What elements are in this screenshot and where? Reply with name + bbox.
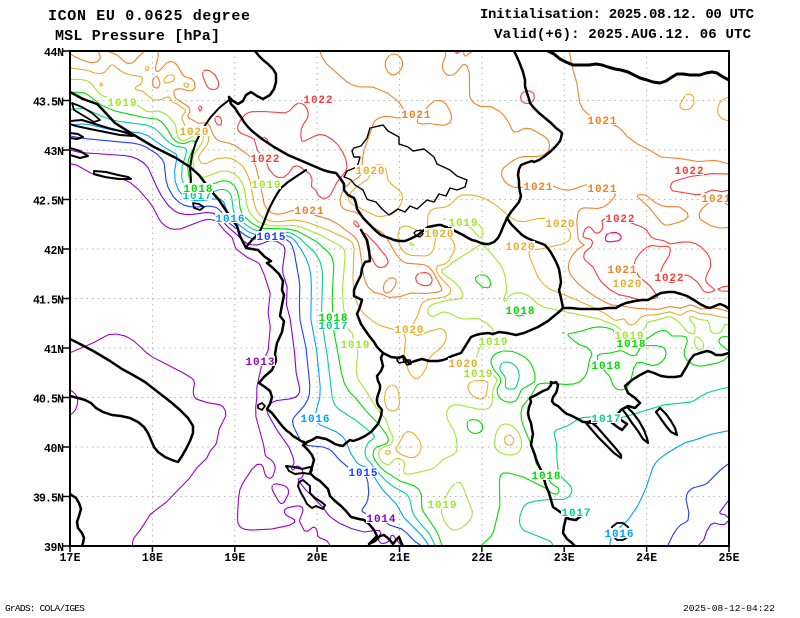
svg-text:43N: 43N [44,146,64,159]
svg-text:1021: 1021 [588,116,617,128]
svg-text:1020: 1020 [425,229,454,241]
svg-text:1017: 1017 [562,508,591,520]
svg-text:1022: 1022 [304,95,333,107]
svg-text:1017: 1017 [592,414,621,426]
svg-text:1015: 1015 [257,232,286,244]
svg-text:39N: 39N [44,542,64,555]
svg-text:20E: 20E [307,552,328,565]
svg-text:1020: 1020 [356,166,385,178]
svg-text:Valid(+6): 2025.AUG.12. 06 UTC: Valid(+6): 2025.AUG.12. 06 UTC [494,27,752,43]
svg-text:1019: 1019 [449,218,478,230]
svg-text:1020: 1020 [395,325,424,337]
svg-text:1022: 1022 [655,273,684,285]
svg-text:1016: 1016 [301,414,330,426]
svg-text:1021: 1021 [295,206,324,218]
svg-text:1017: 1017 [319,321,348,333]
svg-text:1019: 1019 [341,340,370,352]
svg-text:1021: 1021 [702,194,731,206]
svg-text:1015: 1015 [349,468,378,480]
svg-text:42.5N: 42.5N [33,196,64,209]
svg-text:Initialisation: 2025.08.12. 00: Initialisation: 2025.08.12. 00 UTC [480,7,755,23]
svg-text:1022: 1022 [675,166,704,178]
svg-text:44N: 44N [44,47,64,60]
svg-text:1020: 1020 [180,127,209,139]
svg-text:23E: 23E [554,552,575,565]
svg-text:1019: 1019 [108,98,137,110]
svg-text:40N: 40N [44,443,64,456]
svg-text:1018: 1018 [319,313,348,325]
svg-text:42N: 42N [44,245,64,258]
svg-text:2025-08-12-04:22: 2025-08-12-04:22 [683,603,775,614]
svg-text:19E: 19E [224,552,245,565]
svg-text:1020: 1020 [546,219,575,231]
svg-text:1014: 1014 [367,514,396,526]
svg-text:1019: 1019 [252,180,281,192]
svg-text:1019: 1019 [479,337,508,349]
svg-text:1020: 1020 [449,359,478,371]
svg-text:1021: 1021 [524,182,553,194]
svg-text:1022: 1022 [251,154,280,166]
svg-text:1016: 1016 [605,529,634,541]
svg-text:1018: 1018 [532,471,561,483]
svg-text:1018: 1018 [184,184,213,196]
svg-text:25E: 25E [719,552,740,565]
svg-text:1019: 1019 [464,369,493,381]
svg-text:1018: 1018 [506,306,535,318]
svg-text:1018: 1018 [617,339,646,351]
svg-text:22E: 22E [471,552,492,565]
svg-text:1019: 1019 [615,331,644,343]
svg-text:1018: 1018 [592,361,621,373]
svg-text:41N: 41N [44,344,64,357]
svg-text:ICON EU 0.0625 degree: ICON EU 0.0625 degree [48,8,250,25]
svg-text:39.5N: 39.5N [33,493,64,506]
svg-text:1021: 1021 [608,265,637,277]
svg-text:1016: 1016 [216,214,245,226]
svg-text:1017: 1017 [183,191,212,203]
svg-text:1022: 1022 [606,214,635,226]
svg-text:43.5N: 43.5N [33,97,64,110]
svg-text:17E: 17E [60,552,81,565]
svg-text:41.5N: 41.5N [33,295,64,308]
svg-text:18E: 18E [142,552,163,565]
svg-text:1019: 1019 [428,500,457,512]
svg-text:1020: 1020 [613,279,642,291]
svg-text:1021: 1021 [588,184,617,196]
svg-text:24E: 24E [636,552,657,565]
svg-text:1013: 1013 [246,357,275,369]
svg-text:1021: 1021 [402,110,431,122]
svg-text:1020: 1020 [506,242,535,254]
svg-text:21E: 21E [389,552,410,565]
svg-text:MSL Pressure [hPa]: MSL Pressure [hPa] [55,28,220,45]
svg-text:40.5N: 40.5N [33,394,64,407]
svg-text:GrADS: COLA/IGES: GrADS: COLA/IGES [5,603,85,614]
